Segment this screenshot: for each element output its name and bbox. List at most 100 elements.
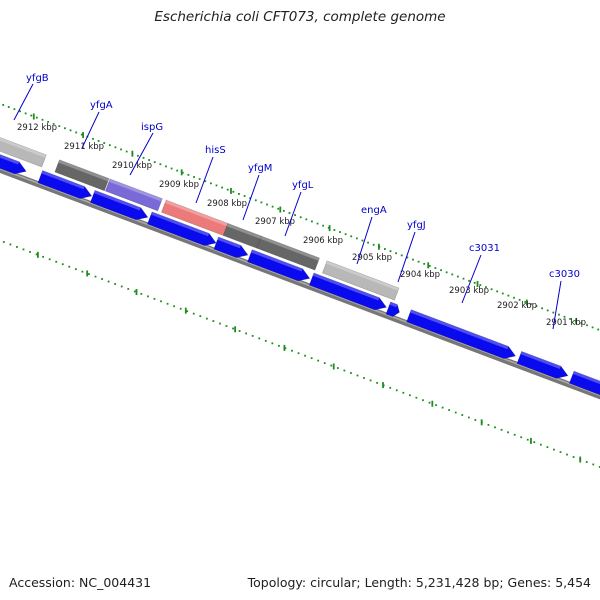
tick-dot xyxy=(513,433,516,436)
gene-feature-highlight xyxy=(41,170,85,190)
tick-dot xyxy=(101,278,103,280)
tick-dot xyxy=(451,273,454,276)
tick-dot xyxy=(355,237,358,240)
tick-dot xyxy=(142,156,145,159)
tick-dot xyxy=(176,169,179,172)
tick-dot xyxy=(330,364,333,367)
gene-leader-line xyxy=(195,156,214,204)
tick-dot xyxy=(288,212,291,214)
gene-feature xyxy=(213,236,249,258)
gene-label[interactable]: yfgL xyxy=(292,180,314,191)
tick-dot xyxy=(238,330,241,332)
tick-dot xyxy=(395,252,398,255)
tick-dot xyxy=(181,171,184,174)
tick-dot xyxy=(120,148,122,151)
tick-dot xyxy=(494,426,496,429)
gene-label[interactable]: engA xyxy=(361,205,387,216)
tick-dot xyxy=(159,163,162,166)
genome-summary-text: Topology: circular; Length: 5,231,428 bp… xyxy=(247,575,591,590)
tick-dot xyxy=(461,414,464,416)
tick-dot xyxy=(61,263,64,266)
tick-dot xyxy=(125,150,128,153)
tick-dot xyxy=(507,294,510,297)
tick-dot xyxy=(249,197,252,200)
gene-feature xyxy=(89,189,149,221)
tick-dot xyxy=(592,463,595,466)
gene-feature-highlight xyxy=(0,137,47,158)
tick-dot xyxy=(356,374,359,377)
coordinate-tick-dots xyxy=(2,104,600,468)
tick-dot xyxy=(456,275,459,278)
gene-label[interactable]: yfgA xyxy=(90,100,113,111)
tick-dot xyxy=(415,396,418,399)
tick-dot xyxy=(435,404,437,407)
tick-dot xyxy=(563,315,566,318)
gene-label[interactable]: c3030 xyxy=(549,269,580,280)
tick-dot xyxy=(245,332,248,335)
tick-dot xyxy=(173,305,176,308)
tick-dot xyxy=(140,292,143,295)
tick-dot xyxy=(204,180,207,183)
tick-dot xyxy=(376,381,379,384)
gene-feature-highlight xyxy=(520,351,561,369)
tick-dot xyxy=(586,324,588,327)
tick-dot xyxy=(372,243,375,246)
tick-dot xyxy=(41,118,44,121)
tick-dot xyxy=(226,188,229,191)
tick-dot xyxy=(546,309,549,312)
tick-dot xyxy=(225,325,228,327)
gene-feature xyxy=(37,170,93,199)
kbp-label: 2909 kbp xyxy=(159,180,199,190)
tick-dot xyxy=(513,296,515,299)
backbone xyxy=(0,166,600,400)
tick-dot xyxy=(344,233,347,236)
tick-dot xyxy=(13,108,16,111)
tick-dot xyxy=(22,248,25,251)
gene-label[interactable]: ispG xyxy=(141,122,163,133)
kbp-label: 2903 kbp xyxy=(449,286,489,296)
gene-leader-line xyxy=(397,231,416,283)
tick-dot xyxy=(294,214,296,217)
gene-label[interactable]: yfgM xyxy=(248,163,272,174)
tick-dot xyxy=(428,265,431,267)
backbone-line xyxy=(0,166,600,400)
tick-dot xyxy=(529,303,532,305)
tick-dot xyxy=(487,423,490,426)
gene-feature xyxy=(322,260,400,301)
kbp-label: 2910 kbp xyxy=(112,161,152,171)
gene-feature xyxy=(568,370,600,396)
tick-dot xyxy=(199,315,202,318)
gene-leader-line xyxy=(129,132,154,176)
gene-label[interactable]: c3031 xyxy=(469,243,500,254)
tick-dot xyxy=(291,349,293,352)
tick-dot xyxy=(467,416,470,419)
tick-dot xyxy=(179,307,182,310)
tick-dot xyxy=(485,286,487,289)
tick-dot xyxy=(187,173,190,176)
tick-dot xyxy=(97,140,100,142)
gene-label[interactable]: yfgJ xyxy=(407,220,426,231)
tick-dot xyxy=(160,300,162,303)
tick-dot xyxy=(75,131,78,134)
tick-dot xyxy=(277,344,280,347)
tick-dot xyxy=(350,372,352,374)
tick-dot xyxy=(92,137,94,140)
tick-dot xyxy=(406,256,409,259)
tick-dot xyxy=(479,284,482,286)
gene-features xyxy=(0,137,600,396)
tick-dot xyxy=(148,159,151,161)
tick-dot xyxy=(221,186,224,189)
tick-dot xyxy=(305,218,308,221)
gene-leader-line xyxy=(552,280,562,330)
gene-label[interactable]: hisS xyxy=(205,145,226,156)
tick-dot xyxy=(454,411,457,414)
tick-dot xyxy=(260,201,263,204)
tick-dot xyxy=(553,448,555,451)
tick-dot xyxy=(42,255,45,258)
tick-dot xyxy=(80,133,83,136)
gene-label[interactable]: yfgB xyxy=(26,73,49,84)
tick-dot xyxy=(243,195,246,197)
tick-dot xyxy=(192,312,195,315)
backbone-highlight xyxy=(0,167,600,397)
tick-dot xyxy=(254,199,257,202)
